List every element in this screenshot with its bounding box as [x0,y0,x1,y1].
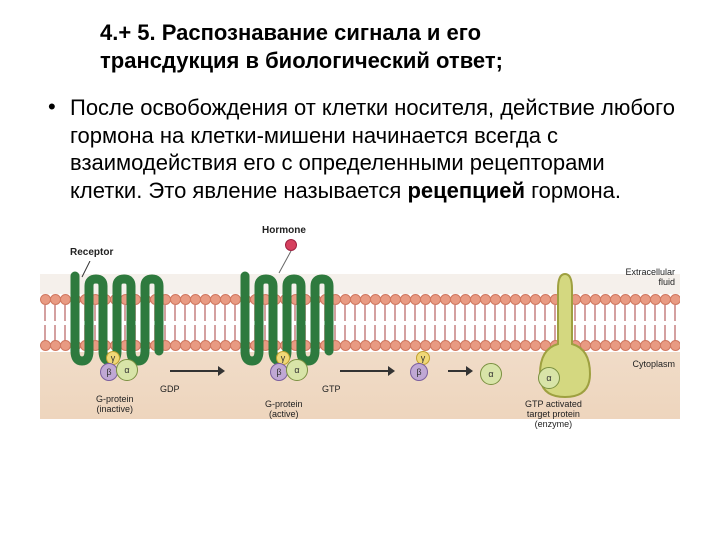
label-extracellular: Extracellular fluid [625,267,675,287]
bullet-part-2: гормона. [525,178,621,203]
beta-subunit: β [410,363,428,381]
alpha-subunit: α [480,363,502,385]
alpha-subunit: α [116,359,138,381]
label-gdp: GDP [160,384,180,394]
label-g-active: G-protein (active) [265,399,303,419]
label-target: GTP activated target protein (enzyme) [525,399,582,429]
label-g-inactive: G-protein (inactive) [96,394,134,414]
label-hormone: Hormone [262,225,306,236]
hormone-binding-line [275,247,299,277]
membrane-diagram: γ β α γ β α γ β α α Receptor Hormone Ext… [40,219,680,419]
bullet-paragraph: После освобождения от клетки носителя, д… [40,94,680,204]
alpha-subunit: α [286,359,308,381]
title-line-2: трансдукция в биологический ответ; [100,48,680,74]
label-cytoplasm: Cytoplasm [632,359,675,369]
arrow-step-3 [448,365,473,373]
bullet-text: После освобождения от клетки носителя, д… [70,94,680,204]
arrow-step-1 [170,365,225,373]
slide-title: 4.+ 5. Распознавание сигнала и его транс… [100,20,680,74]
alpha-subunit: α [538,367,560,389]
label-gtp: GTP [322,384,341,394]
title-line-1: 4.+ 5. Распознавание сигнала и его [100,20,680,46]
bullet-bold: рецепцией [407,178,525,203]
arrow-step-2 [340,365,395,373]
label-receptor: Receptor [70,247,113,258]
